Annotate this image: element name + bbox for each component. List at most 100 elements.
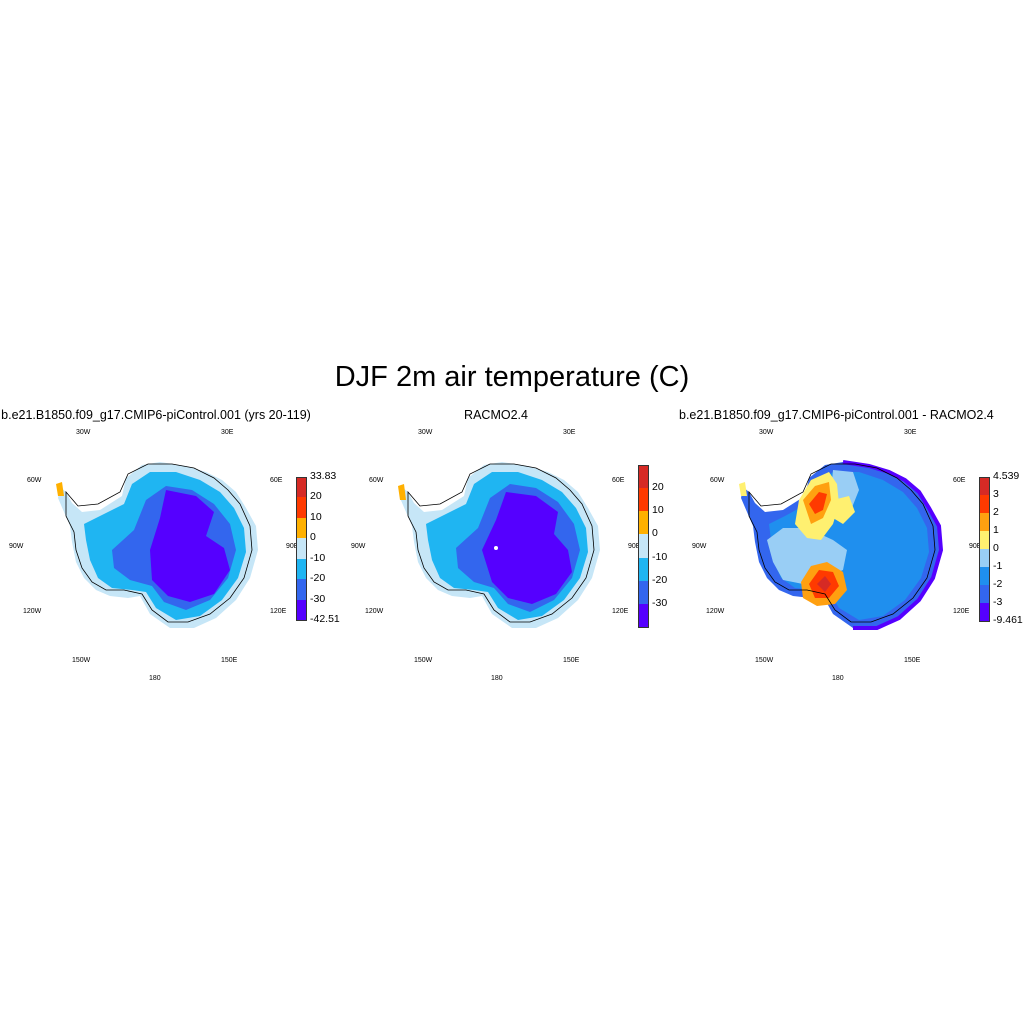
coastline [65, 463, 253, 623]
lon-label-150w: 150W [72, 657, 91, 664]
colorbar-tick-label: 0 [310, 531, 316, 544]
ice-sheet-cold [150, 490, 230, 602]
colorbar-tick-label: 3 [993, 488, 999, 500]
lon-label-120e: 120E [953, 608, 970, 615]
lon-label-90w: 90W [9, 543, 24, 550]
lon-label-120w: 120W [23, 608, 42, 615]
colorbar-segment [979, 477, 989, 496]
colorbar-segment [979, 531, 989, 550]
lon-label-90e: 90E [969, 543, 982, 550]
summit-point [494, 546, 498, 550]
colorbar-segment [638, 603, 648, 628]
colorbar-segment [979, 603, 989, 622]
colorbar-tick-label: -20 [652, 573, 668, 586]
colorbar-segment [638, 511, 648, 535]
colorbar-tick-label: -9.461 [993, 614, 1023, 626]
colorbar-segment [296, 579, 306, 601]
coastline [748, 463, 936, 623]
lon-label-60e: 60E [270, 477, 283, 484]
colorbar-segment [979, 585, 989, 604]
colorbar-tick-label: 1 [993, 524, 999, 536]
peninsula-tip [398, 484, 406, 500]
lon-label-150e: 150E [221, 657, 238, 664]
colorbar-segment [296, 538, 306, 560]
colorbar-tick-label: -1 [993, 560, 1003, 572]
colorbar-segment [296, 558, 306, 580]
antarctica-map [398, 462, 600, 628]
lon-label-30w: 30W [418, 429, 433, 436]
lon-label-120e: 120E [270, 608, 287, 615]
colorbar-tick-label: 10 [310, 510, 322, 523]
colorbar-tick-label: 4.539 [993, 470, 1020, 482]
antarctica-map [56, 462, 258, 628]
colorbar: 20 10 0 -10 -20 -30 [638, 465, 667, 628]
figure-title: DJF 2m air temperature (C) [334, 361, 690, 393]
colorbar: 4.539 3 2 1 0 -1 -2 -3 -9.461 [979, 470, 1023, 626]
diff-warm [795, 472, 855, 606]
lon-label-60w: 60W [27, 477, 42, 484]
panel-title: b.e21.B1850.f09_g17.CMIP6-piControl.001 … [679, 408, 994, 422]
panel-model: b.e21.B1850.f09_g17.CMIP6-piControl.001 … [0, 400, 340, 690]
colorbar-tick-label: 33.83 [310, 470, 337, 482]
colorbar-tick-label: 20 [310, 490, 322, 503]
colorbar-segment [638, 557, 648, 582]
colorbar-segment [638, 465, 648, 489]
lon-label-180: 180 [149, 675, 161, 682]
lon-label-180: 180 [491, 675, 503, 682]
lon-label-150e: 150E [563, 657, 580, 664]
colorbar-segment [979, 513, 989, 532]
colorbar-segment [296, 517, 306, 539]
panel-title: RACMO2.4 [464, 408, 528, 422]
lon-label-90w: 90W [351, 543, 366, 550]
lon-label-60e: 60E [612, 477, 625, 484]
lon-label-150e: 150E [904, 657, 921, 664]
colorbar-outline [296, 477, 307, 621]
colorbar-tick-label: 0 [652, 527, 658, 540]
colorbar-segment [296, 477, 306, 498]
colorbar-tick-label: -20 [310, 572, 326, 585]
colorbar-tick-label: 0 [993, 542, 999, 554]
colorbar-tick-label: -2 [993, 578, 1003, 590]
colorbar-segment [979, 495, 989, 514]
lon-label-60w: 60W [369, 477, 384, 484]
lon-label-120w: 120W [365, 608, 384, 615]
lon-label-150w: 150W [755, 657, 774, 664]
colorbar-tick-label: -10 [310, 551, 326, 564]
lon-label-120e: 120E [612, 608, 629, 615]
lon-label-30w: 30W [76, 429, 91, 436]
colorbar-tick-label: 10 [652, 504, 664, 517]
colorbar-segment [638, 488, 648, 512]
colorbar-tick-label: -10 [652, 550, 668, 563]
lon-label-60e: 60E [953, 477, 966, 484]
colorbar-segment [638, 580, 648, 605]
panel-title: b.e21.B1850.f09_g17.CMIP6-piControl.001 … [1, 408, 311, 422]
panel-racmo: RACMO2.4 30W 30E 60W 60E 90W 90E 120W 12… [342, 400, 682, 690]
colorbar-tick-label: -3 [993, 596, 1003, 608]
lon-label-120w: 120W [706, 608, 725, 615]
colorbar: 33.83 20 10 0 -10 -20 -30 -42.51 [296, 470, 340, 625]
colorbar-tick-label: -42.51 [310, 613, 340, 625]
colorbar-outline [979, 477, 990, 622]
lon-label-30e: 30E [563, 429, 576, 436]
coastline [407, 463, 595, 623]
lon-label-180: 180 [832, 675, 844, 682]
lon-label-60w: 60W [710, 477, 725, 484]
colorbar-tick-label: -30 [652, 596, 668, 609]
colorbar-outline [638, 465, 649, 628]
lon-label-90e: 90E [286, 543, 299, 550]
peninsula-tip [739, 482, 747, 496]
antarctica-map [739, 460, 944, 630]
colorbar-tick-label: 20 [652, 481, 664, 494]
lon-label-90w: 90W [692, 543, 707, 550]
colorbar-segment [296, 497, 306, 519]
diff-cold-rim [842, 460, 944, 630]
lon-label-150w: 150W [414, 657, 433, 664]
lon-label-90e: 90E [628, 543, 641, 550]
colorbar-segment [638, 534, 648, 559]
lon-label-30e: 30E [221, 429, 234, 436]
lon-label-30w: 30W [759, 429, 774, 436]
colorbar-segment [296, 599, 306, 621]
colorbar-segment [979, 549, 989, 568]
lon-label-30e: 30E [904, 429, 917, 436]
colorbar-tick-label: -30 [310, 592, 326, 605]
